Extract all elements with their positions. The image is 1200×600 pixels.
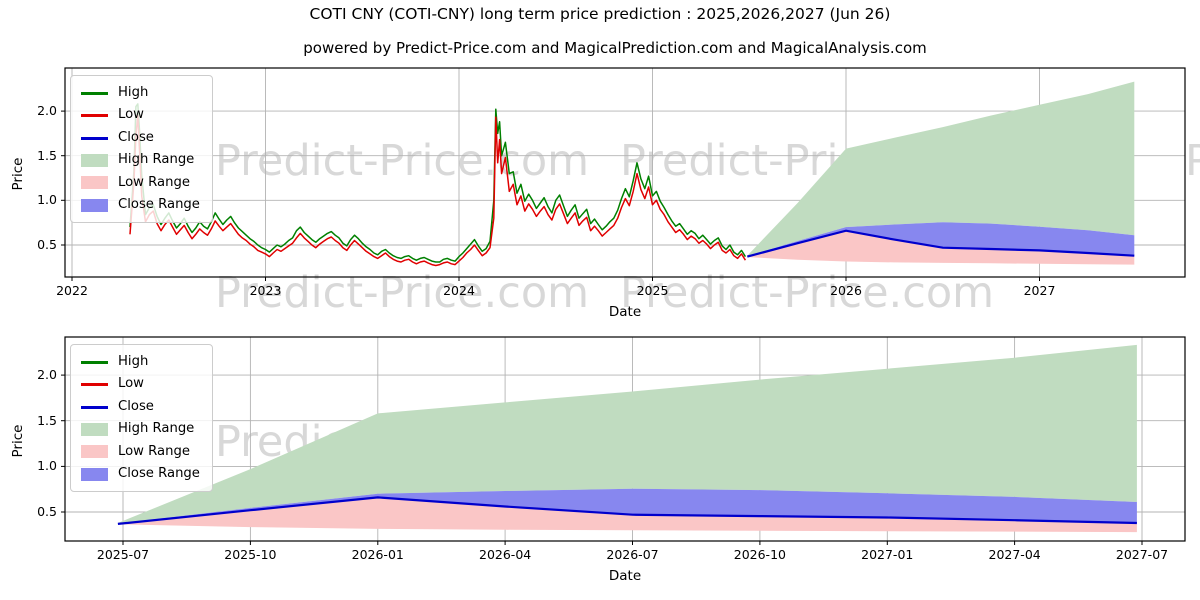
legend-top-chart: High Low Close High Range Low Range Close Ran… bbox=[70, 75, 213, 224]
legend-item-high: High bbox=[79, 351, 200, 373]
x-tick-label: 2027-07 bbox=[1115, 547, 1169, 562]
x-tick-label: 2023 bbox=[249, 283, 282, 298]
x-tick-label: 2026-04 bbox=[479, 547, 532, 562]
legend-item-close-range: Close Range bbox=[79, 463, 200, 485]
x-tick-label: 2025-07 bbox=[96, 547, 150, 562]
x-tick-label: 2026-07 bbox=[606, 547, 659, 562]
high-range-band bbox=[747, 81, 1135, 257]
close-forecast-line bbox=[747, 229, 1135, 258]
x-tick-label: 2027 bbox=[1023, 283, 1056, 298]
x-tick-label: 2024 bbox=[443, 283, 475, 298]
legend-item-low-range: Low Range bbox=[79, 172, 200, 194]
close-forecast-line bbox=[117, 496, 1137, 525]
y-axis-label-top: Price bbox=[10, 157, 26, 191]
legend-item-label: High bbox=[118, 85, 149, 100]
watermark-text: Predict-Price.com bbox=[1185, 136, 1200, 186]
y-axis-label-bottom: Price bbox=[10, 424, 26, 458]
legend-item-label: High bbox=[118, 354, 149, 369]
legend-item-high-range: High Range bbox=[79, 418, 200, 440]
y-tick-label: 2.0 bbox=[37, 103, 57, 119]
legend-patch-swatch bbox=[81, 467, 108, 481]
legend-line-swatch bbox=[81, 383, 108, 387]
legend-item-label: Low Range bbox=[118, 174, 190, 190]
legend-item-close-range: Close Range bbox=[79, 194, 200, 216]
legend-item-label: Close Range bbox=[118, 197, 200, 213]
x-axis-label-top: Date bbox=[608, 304, 642, 320]
x-tick-label: 2027-04 bbox=[988, 547, 1041, 562]
watermark-text: Predict-Price.com bbox=[620, 268, 994, 318]
legend-item-label: High Range bbox=[118, 152, 195, 168]
y-tick-label: 0.5 bbox=[37, 504, 57, 519]
x-tick-label: 2025 bbox=[636, 283, 669, 298]
legend-item-label: Low bbox=[118, 107, 144, 123]
y-tick-label: 1.0 bbox=[37, 192, 57, 208]
legend-patch-swatch bbox=[81, 422, 108, 436]
legend-item-label: Close bbox=[118, 129, 154, 145]
legend-item-low: Low bbox=[79, 373, 200, 395]
y-tick-label: 2.0 bbox=[37, 367, 57, 383]
legend-line-swatch bbox=[81, 405, 108, 409]
y-tick-label: 1.0 bbox=[37, 458, 57, 474]
legend-item-label: Low bbox=[118, 376, 144, 392]
y-tick-label: 1.5 bbox=[37, 147, 57, 163]
legend-item-high: High bbox=[79, 82, 200, 104]
legend-patch-swatch bbox=[81, 198, 108, 212]
legend-item-low-range: Low Range bbox=[79, 441, 200, 463]
x-tick-label: 2026-01 bbox=[351, 547, 404, 562]
legend-item-label: High Range bbox=[118, 421, 195, 437]
legend-item-label: Close Range bbox=[118, 466, 200, 482]
high-range-band bbox=[117, 344, 1137, 524]
legend-item-low: Low bbox=[79, 104, 200, 126]
x-axis-label-bottom: Date bbox=[608, 568, 642, 584]
low-history-line bbox=[129, 114, 747, 267]
x-tick-label: 2027-01 bbox=[861, 547, 914, 562]
x-tick-label: 2026 bbox=[830, 283, 862, 298]
chart-title: COTI CNY (COTI-CNY) long term price pred… bbox=[309, 5, 891, 23]
x-tick-label: 2022 bbox=[56, 283, 88, 298]
x-tick-label: 2025-10 bbox=[224, 547, 277, 562]
watermark-text: Predict-Price.com bbox=[215, 136, 589, 186]
legend-bottom-chart: High Low Close High Range Low Range Close Ran… bbox=[70, 344, 213, 493]
legend-line-swatch bbox=[81, 91, 108, 95]
x-tick-label: 2026-10 bbox=[733, 547, 786, 562]
chart-subtitle: powered by Predict-Price.com and Magical… bbox=[303, 39, 927, 57]
high-history-line bbox=[129, 103, 747, 263]
legend-line-swatch bbox=[81, 114, 108, 118]
y-tick-label: 0.5 bbox=[37, 237, 57, 252]
legend-item-close: Close bbox=[79, 396, 200, 418]
legend-patch-swatch bbox=[81, 153, 108, 167]
watermark-text: Predict-Price.com bbox=[215, 268, 589, 318]
legend-item-close: Close bbox=[79, 127, 200, 149]
y-tick-label: 1.5 bbox=[37, 412, 57, 428]
legend-item-high-range: High Range bbox=[79, 149, 200, 171]
legend-item-label: Low Range bbox=[118, 443, 190, 459]
legend-item-label: Close bbox=[118, 398, 154, 414]
plot-border bbox=[64, 336, 1186, 542]
legend-patch-swatch bbox=[81, 176, 108, 190]
legend-patch-swatch bbox=[81, 445, 108, 459]
legend-line-swatch bbox=[81, 136, 108, 140]
plot-border bbox=[64, 67, 1186, 278]
legend-line-swatch bbox=[81, 360, 108, 364]
